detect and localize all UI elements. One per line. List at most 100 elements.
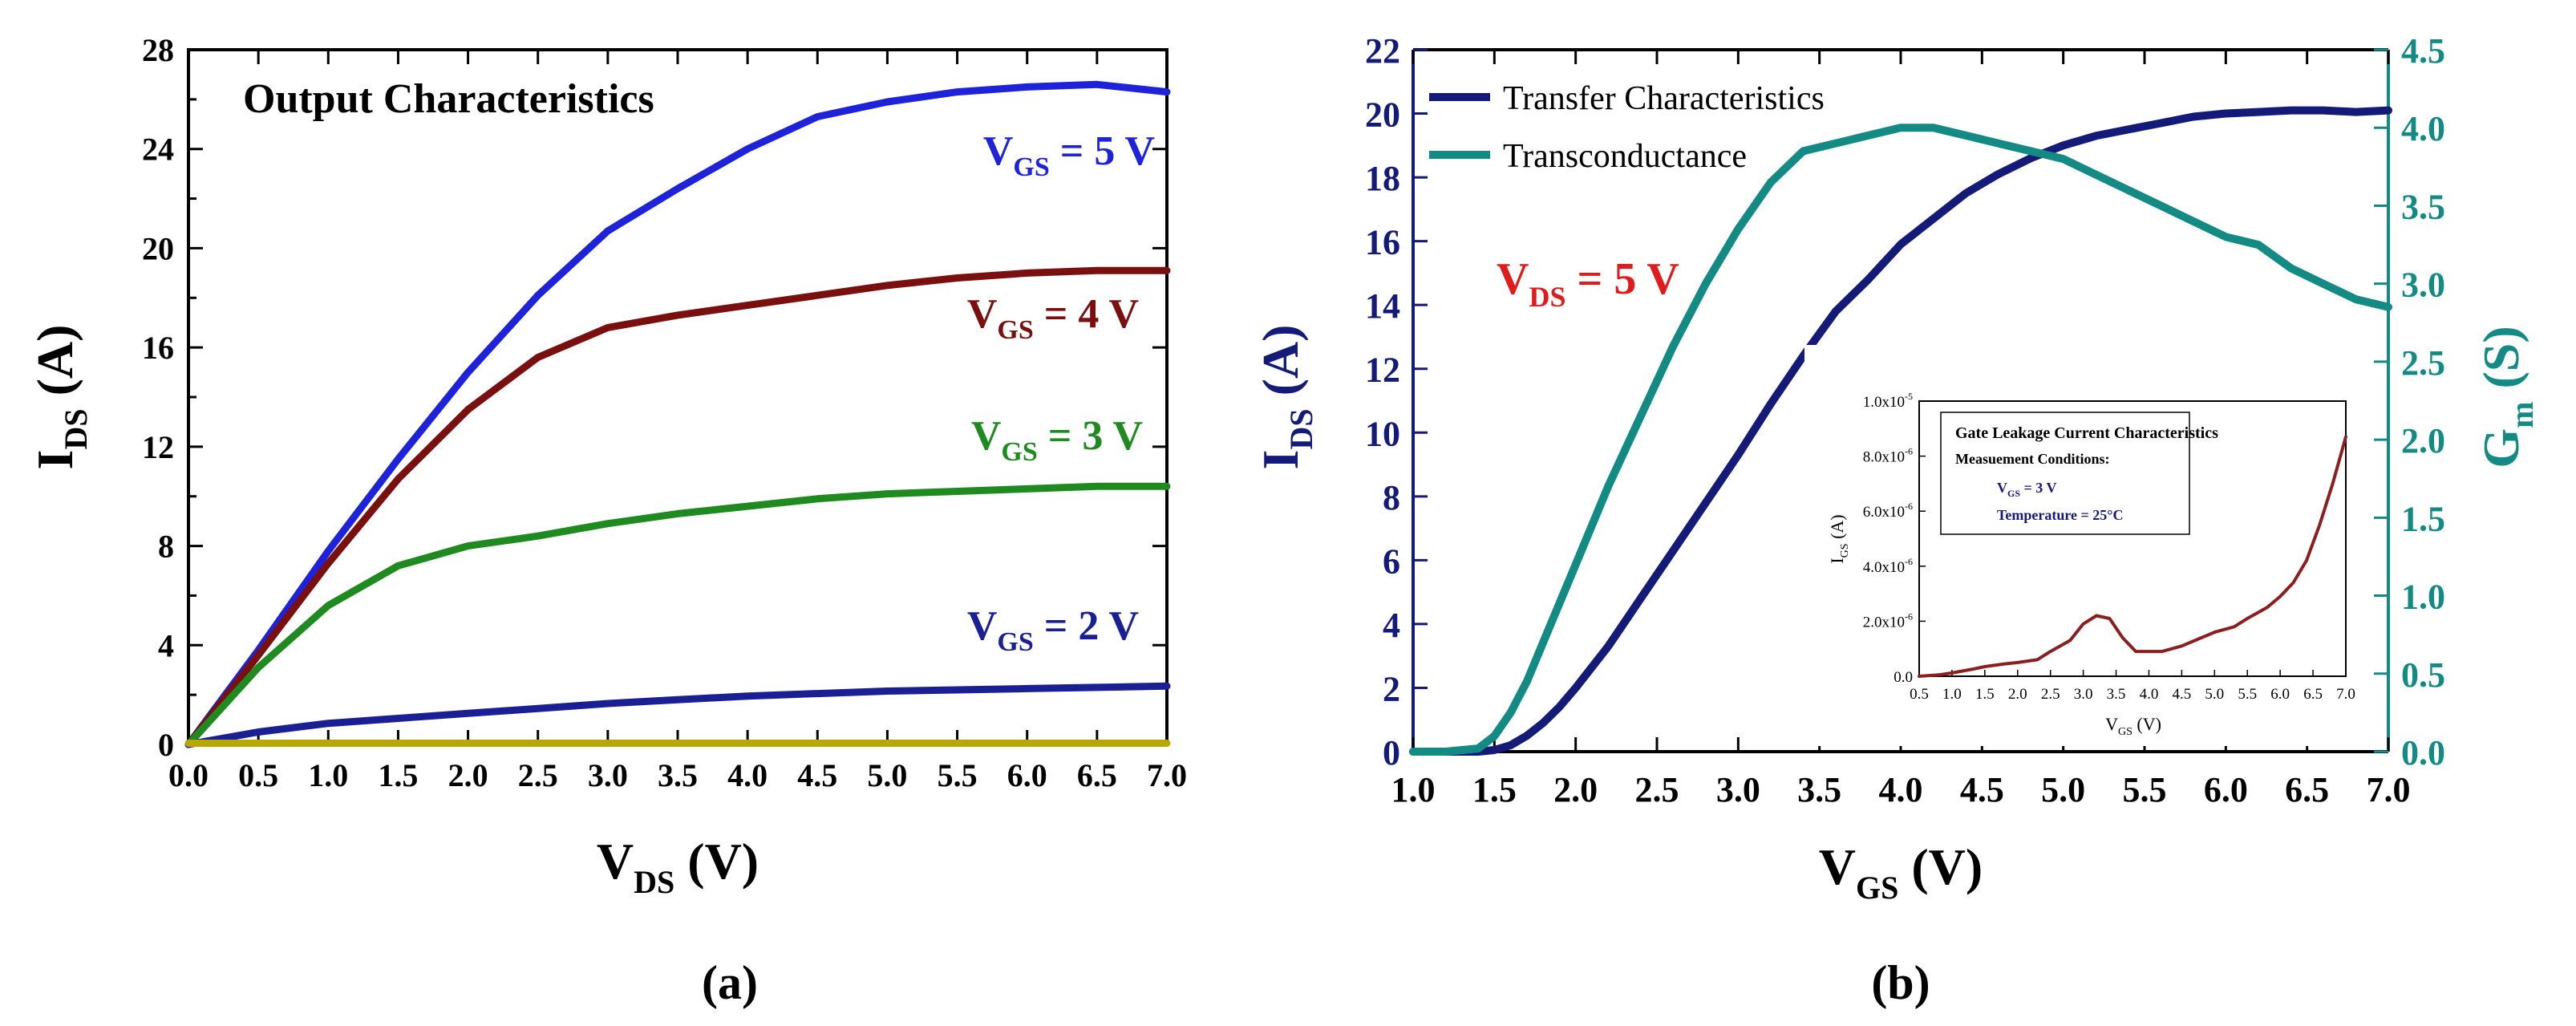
- x-tick-label: 4.0: [1879, 770, 1923, 809]
- inset-chart: 0.5 1.0 1.5 2.0 2.5 3.0 3.5 4.0 4.5 5.0 5.5 6.0 6.5 7…: [1804, 345, 2366, 746]
- chart-title: Output Characteristics: [243, 76, 654, 122]
- y-axis-label: IDS (A): [26, 325, 94, 470]
- y2-tick-label: 4.5: [2401, 31, 2445, 71]
- inset-x-tick-label: 7.0: [2336, 686, 2355, 703]
- x-tick-label: 5.0: [867, 757, 907, 793]
- transconductance-line: [1409, 124, 2392, 756]
- inset-x-tick-label: 2.5: [2041, 686, 2060, 703]
- series-label-vgs5: VGS = 5 V: [983, 128, 1155, 182]
- y2-tick-label: 3.0: [2401, 266, 2445, 305]
- x-tick-label: 1.0: [308, 757, 348, 793]
- inset-y-tick-label: 6.0x10-6: [1863, 501, 1913, 521]
- inset-x-tick-label: 3.0: [2074, 686, 2093, 703]
- inset-x-tick-label: 0.5: [1910, 686, 1929, 703]
- inset-y-axis-label: IGS (A): [1827, 514, 1851, 563]
- x-tick-label: 6.5: [1077, 757, 1117, 793]
- y2-tick-label: 0.0: [2401, 733, 2445, 773]
- panel-a-chart: 0.0 0.5 1.0 1.5 2.0 2.5 3.0 3.5 4.0 4.5 5.0 5.5 6.0 6…: [26, 32, 1187, 900]
- x-axis-label: VDS (V): [597, 833, 759, 900]
- x-tick-label: 4.5: [1960, 770, 2004, 809]
- x-tick-label: 4.0: [727, 757, 768, 793]
- y-tick-label: 6: [1383, 541, 1400, 581]
- y-tick-label: 16: [142, 330, 174, 366]
- y2-tick-label: 4.0: [2401, 109, 2445, 148]
- x-tick-label: 0.0: [168, 757, 209, 793]
- y2-tick-label: 2.5: [2401, 343, 2445, 383]
- inset-y-tick-label: 1.0x10-5: [1863, 391, 1913, 411]
- y-tick-label: 16: [1365, 223, 1400, 262]
- x-tick-label: 6.0: [1007, 757, 1047, 793]
- x-tick-label: 3.5: [1797, 770, 1841, 809]
- series-line-vgs4: [184, 266, 1171, 748]
- inset-x-tick-label: 6.5: [2303, 686, 2323, 703]
- x-tick-label: 0.5: [238, 757, 278, 793]
- x-tick-label: 2.0: [448, 757, 488, 793]
- x-tick-label: 4.5: [797, 757, 837, 793]
- legend-label-transconductance: Transconductance: [1503, 138, 1747, 175]
- transfer-characteristics-line: [1409, 106, 2392, 756]
- series-label-vgs2: VGS = 2 V: [967, 603, 1139, 657]
- x-axis-label: VGS (V): [1819, 838, 1983, 906]
- y-tick-label: 4: [158, 627, 174, 663]
- x-tick-label: 1.5: [1472, 770, 1517, 809]
- x-tick-label: 5.0: [2041, 770, 2085, 809]
- series-line-vgs2: [184, 682, 1171, 748]
- x-tick-label: 5.5: [2123, 770, 2167, 809]
- panel-a-label: (a): [702, 956, 758, 1009]
- inset-y-tick-label: 8.0x10-6: [1863, 446, 1913, 466]
- x-tick-label: 6.0: [2204, 770, 2248, 809]
- inset-box-vgs: VGS = 3 V: [1997, 480, 2056, 499]
- inset-y-tick-label: 0.0: [1894, 669, 1913, 686]
- inset-y-tick-label: 2.0x10-6: [1863, 610, 1913, 631]
- x-tick-label: 3.5: [658, 757, 698, 793]
- inset-x-tick-label: 5.0: [2205, 686, 2224, 703]
- y-tick-label: 8: [158, 529, 174, 565]
- x-tick-label: 3.0: [588, 757, 628, 793]
- series-line-vgs3: [184, 482, 1171, 748]
- y2-tick-label: 0.5: [2401, 655, 2445, 695]
- series-label-vgs3: VGS = 3 V: [971, 413, 1143, 467]
- y-tick-label: 20: [142, 230, 174, 266]
- y-tick-label: 14: [1365, 286, 1400, 326]
- y2-axis-label: Gm (S): [2473, 326, 2540, 468]
- y2-tick-label: 2.0: [2401, 421, 2445, 460]
- legend-label-transfer: Transfer Characteristics: [1503, 80, 1825, 117]
- x-tick-label: 7.0: [2367, 770, 2411, 809]
- inset-x-tick-label: 6.0: [2270, 686, 2290, 703]
- x-tick-label: 1.0: [1391, 770, 1436, 809]
- x-tick-label: 6.5: [2285, 770, 2329, 809]
- y-tick-label: 12: [142, 429, 174, 465]
- vds-annotation: VDS = 5 V: [1497, 254, 1679, 313]
- x-tick-label: 1.5: [378, 757, 418, 793]
- y-tick-label: 24: [142, 132, 174, 168]
- y2-tick-label: 1.5: [2401, 499, 2445, 538]
- inset-x-tick-label: 5.5: [2238, 686, 2257, 703]
- y-tick-label: 4: [1383, 606, 1400, 645]
- inset-x-axis-label: VGS (V): [2105, 714, 2161, 738]
- y-tick-label: 8: [1383, 478, 1400, 517]
- x-tick-label: 7.0: [1147, 757, 1187, 793]
- inset-x-tick-label: 1.0: [1942, 686, 1962, 703]
- x-tick-label: 3.0: [1716, 770, 1760, 809]
- y-tick-label: 0: [158, 727, 174, 763]
- inset-box-conditions: Measuement Conditions:: [1955, 451, 2110, 467]
- y-tick-label: 12: [1365, 351, 1400, 390]
- y-tick-label: 22: [1365, 31, 1400, 71]
- y-tick-label: 20: [1365, 95, 1400, 135]
- inset-x-tick-label: 4.0: [2140, 686, 2159, 703]
- series-line-vgs5: [184, 80, 1171, 748]
- inset-x-tick-label: 4.5: [2173, 686, 2192, 703]
- inset-leakage-line: [1918, 435, 2347, 678]
- x-tick-label: 2.0: [1553, 770, 1598, 809]
- inset-x-tick-label: 2.0: [2008, 686, 2027, 703]
- y-axis-label: IDS (A): [1252, 325, 1319, 470]
- inset-legend-box: [1940, 412, 2190, 535]
- panel-b-chart: 1.0 1.5 2.0 2.5 3.0 3.5 4.0 4.5 5.0 5.5 6.0 6.5 7.00…: [1252, 31, 2540, 906]
- inset-box-title: Gate Leakage Current Characteristics: [1955, 424, 2218, 442]
- panel-b-label: (b): [1871, 956, 1930, 1009]
- y2-tick-label: 3.5: [2401, 187, 2445, 226]
- x-tick-label: 5.5: [938, 757, 978, 793]
- inset-frame: [1918, 400, 2347, 677]
- series-label-vgs4: VGS = 4 V: [967, 291, 1139, 345]
